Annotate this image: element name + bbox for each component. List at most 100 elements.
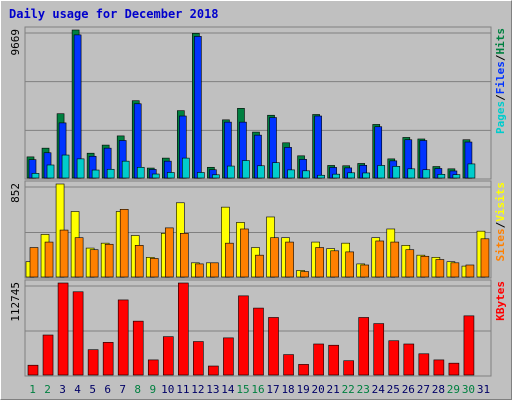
y-axis-max-label: 112745 — [9, 282, 22, 322]
bar-kbytes — [463, 315, 475, 376]
bar-pages — [166, 172, 175, 179]
bar-sites — [345, 251, 354, 278]
bar-sites — [74, 237, 84, 278]
bar-sites — [195, 263, 204, 278]
x-label-day-3: 3 — [59, 383, 66, 396]
bar-pages — [302, 170, 310, 179]
bar-files — [314, 115, 322, 179]
bar-sites — [360, 264, 370, 278]
legend-kbytes: KBytes — [494, 281, 507, 321]
x-label-day-14: 14 — [221, 383, 235, 396]
x-label-day-23: 23 — [357, 383, 370, 396]
bar-pages — [242, 160, 250, 179]
x-label-day-1: 1 — [29, 383, 36, 396]
x-label-day-31: 31 — [477, 383, 490, 396]
bar-sites — [405, 249, 415, 278]
legend-files: Files — [494, 61, 507, 94]
bar-pages — [46, 164, 55, 179]
bar-kbytes — [418, 353, 430, 376]
bar-files — [133, 103, 142, 179]
bar-pages — [31, 173, 40, 179]
bar-kbytes — [132, 320, 144, 376]
bar-sites — [255, 254, 264, 278]
legend-label: KBytes — [494, 281, 507, 321]
bar-pages — [287, 169, 295, 179]
x-label-day-19: 19 — [296, 383, 309, 396]
y-axis-max-label: 9669 — [9, 29, 22, 56]
y-axis-max-label: 852 — [9, 183, 22, 203]
x-label-day-11: 11 — [176, 383, 189, 396]
bar-sites — [435, 259, 445, 278]
x-label-day-22: 22 — [342, 383, 355, 396]
bar-sites — [300, 271, 309, 278]
x-label-day-4: 4 — [74, 383, 81, 396]
bar-pages — [437, 174, 446, 179]
bar-pages — [106, 168, 115, 179]
bar-sites — [465, 264, 475, 278]
bar-pages — [61, 154, 70, 179]
bar-pages — [197, 172, 205, 179]
bar-sites — [44, 241, 54, 278]
x-label-day-8: 8 — [134, 383, 141, 396]
bar-pages — [227, 165, 235, 179]
panel-kbytes: 112745 KBytes — [9, 279, 507, 377]
legend-label: Pages/Files/Hits — [494, 28, 507, 134]
x-label-day-12: 12 — [191, 383, 204, 396]
bar-sites — [480, 238, 490, 278]
legend-visits: Visits — [494, 182, 507, 222]
bar-kbytes — [313, 343, 324, 376]
chart-title: Daily usage for December 2018 — [9, 7, 219, 21]
bar-pages — [362, 172, 371, 179]
bar-pages — [212, 174, 220, 179]
x-label-day-27: 27 — [417, 383, 430, 396]
x-label-day-15: 15 — [236, 383, 249, 396]
x-label-day-7: 7 — [119, 383, 126, 396]
legend-separator: / — [494, 54, 507, 61]
bar-pages — [91, 169, 100, 179]
x-label-day-13: 13 — [206, 383, 219, 396]
bar-sites — [420, 255, 430, 278]
bar-pages — [467, 163, 476, 179]
bar-pages — [377, 165, 386, 179]
bar-pages — [182, 157, 190, 179]
bar-kbytes — [373, 323, 385, 376]
bar-pages — [332, 173, 340, 179]
bar-kbytes — [268, 317, 279, 376]
bar-kbytes — [298, 364, 309, 376]
x-label-day-16: 16 — [251, 383, 264, 396]
x-axis-labels: 1 2 3 4 5 6 7 8 9 10 11 12 13 14 15 16 17 18 19 20 21 22 23 24 2… — [29, 383, 490, 396]
bar-sites — [180, 233, 189, 278]
bar-sites — [134, 245, 144, 278]
bar-sites — [119, 209, 129, 278]
bar-kbytes — [42, 334, 54, 376]
bar-kbytes — [283, 354, 294, 376]
bar-kbytes — [162, 336, 174, 376]
x-label-day-10: 10 — [161, 383, 174, 396]
bar-pages — [257, 165, 265, 179]
x-label-day-26: 26 — [402, 383, 415, 396]
bar-sites — [285, 241, 294, 278]
bar-pages — [422, 169, 431, 179]
bars-visits-sites — [25, 183, 490, 278]
bar-sites — [210, 262, 219, 278]
panel-visits-sites: 852 Sites/Visits — [9, 180, 507, 279]
x-label-day-2: 2 — [44, 383, 51, 396]
bar-kbytes — [117, 299, 129, 376]
legend-label: Sites/Visits — [494, 182, 507, 262]
x-label-day-25: 25 — [387, 383, 400, 396]
x-label-day-21: 21 — [327, 383, 340, 396]
bar-kbytes — [193, 341, 204, 376]
bar-kbytes — [208, 365, 219, 376]
bar-kbytes — [102, 342, 114, 376]
bar-kbytes — [57, 282, 69, 376]
legend-pages: Pages — [494, 101, 507, 134]
bar-sites — [164, 227, 174, 278]
bar-sites — [89, 249, 99, 278]
bar-sites — [450, 262, 460, 278]
x-label-day-17: 17 — [266, 383, 279, 396]
chart-panels: 9669Pages/Files/Hits852Sites/Visits11274… — [9, 26, 507, 377]
bar-kbytes — [87, 349, 99, 376]
bar-kbytes — [433, 359, 445, 376]
